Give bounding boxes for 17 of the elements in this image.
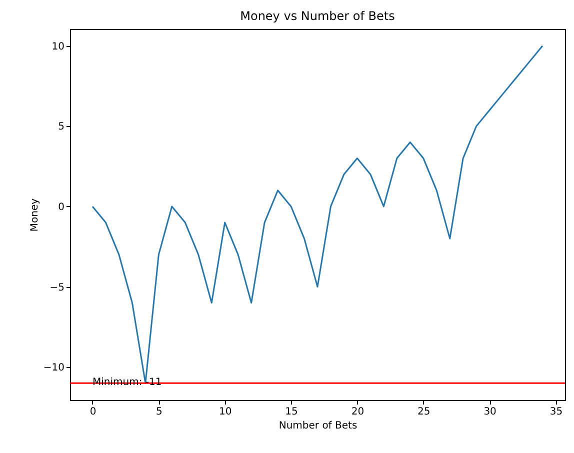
x-tick-label: 20 bbox=[351, 406, 364, 418]
y-tick-label: 5 bbox=[58, 122, 64, 133]
y-tick-label: 10 bbox=[52, 41, 64, 52]
x-axis-title: Number of Bets bbox=[278, 420, 358, 432]
x-tick-label: 35 bbox=[550, 406, 563, 418]
x-tick-label: 25 bbox=[418, 406, 430, 418]
x-tick-label: 0 bbox=[90, 406, 96, 418]
line-series bbox=[92, 45, 544, 384]
y-tick-label: −10 bbox=[43, 362, 64, 374]
y-tick-label: 0 bbox=[58, 202, 64, 213]
x-tick-label: 15 bbox=[285, 406, 298, 418]
x-tick-label: 5 bbox=[156, 406, 162, 418]
x-tick-label: 10 bbox=[218, 406, 232, 418]
y-tick-label: −5 bbox=[50, 282, 64, 294]
y-axis-title: Money bbox=[29, 198, 40, 232]
x-tick-label: 30 bbox=[484, 406, 496, 418]
chart-title: Money vs Number of Bets bbox=[240, 9, 395, 23]
